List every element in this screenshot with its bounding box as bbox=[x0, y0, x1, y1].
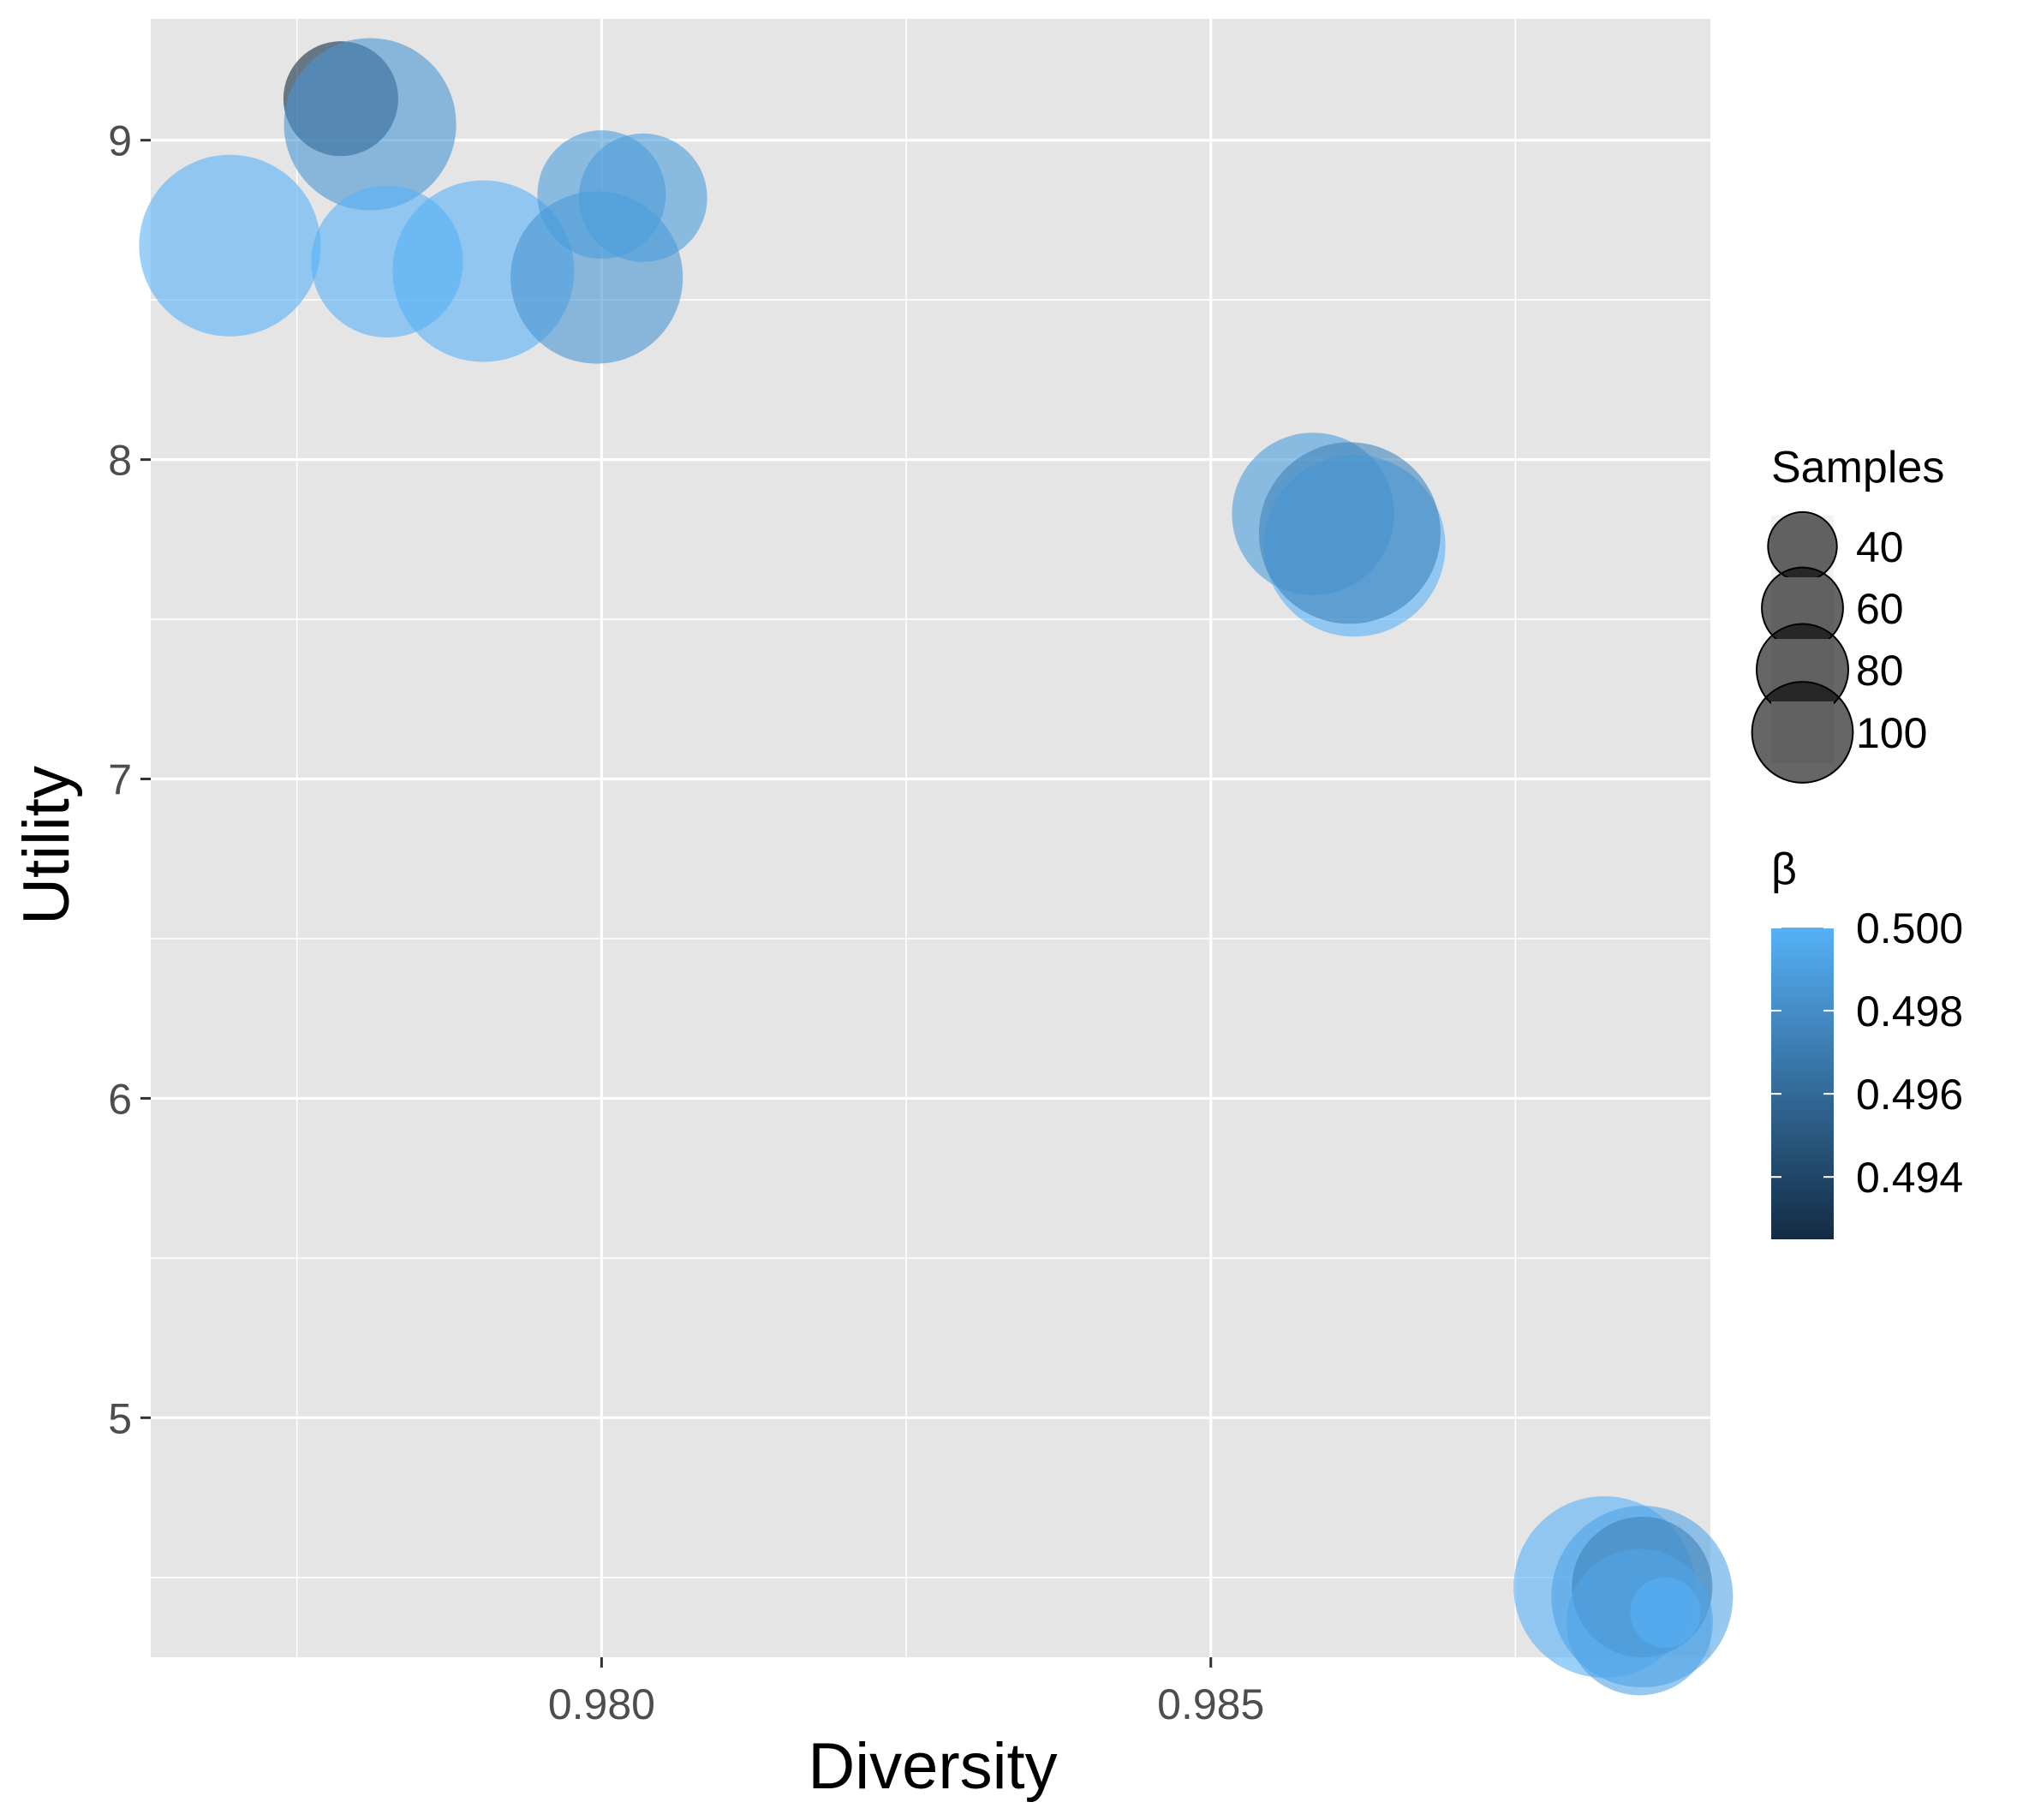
color-key-label: 0.494 bbox=[1856, 1154, 1963, 1202]
data-point bbox=[1258, 442, 1441, 624]
y-axis-title: Utility bbox=[10, 766, 83, 925]
size-key-circle bbox=[1751, 681, 1854, 784]
y-tick-label: 7 bbox=[108, 756, 132, 804]
color-bar bbox=[1771, 928, 1834, 1239]
data-point bbox=[1630, 1577, 1701, 1648]
y-tick-label: 5 bbox=[108, 1394, 132, 1442]
color-legend-title: β bbox=[1771, 844, 1797, 894]
color-key-label: 0.498 bbox=[1856, 988, 1963, 1035]
size-legend-title: Samples bbox=[1771, 443, 1944, 492]
color-legend-keys: 0.494 0.496 0.498 0.500 bbox=[1771, 904, 1963, 1202]
color-key-label: 0.500 bbox=[1856, 904, 1963, 952]
size-legend-keys: 40 60 80 100 bbox=[1751, 510, 1927, 784]
color-key-label: 0.496 bbox=[1856, 1071, 1963, 1119]
x-tick-label: 0.980 bbox=[548, 1680, 655, 1728]
size-key-label: 60 bbox=[1856, 585, 1904, 633]
x-axis: 0.980 0.985 bbox=[548, 1657, 1264, 1728]
color-legend: β 0.494 0.496 0.498 0.500 bbox=[1771, 844, 1963, 1239]
x-axis-title: Diversity bbox=[808, 1730, 1057, 1803]
y-tick-label: 8 bbox=[108, 437, 132, 485]
data-point bbox=[283, 38, 457, 211]
y-tick-label: 9 bbox=[108, 117, 132, 165]
size-key-label: 40 bbox=[1856, 523, 1904, 571]
size-legend: Samples 40 60 80 100 bbox=[1751, 443, 1944, 784]
y-axis: 5 6 7 8 9 bbox=[108, 117, 151, 1442]
data-points bbox=[139, 38, 1734, 1696]
y-tick-label: 6 bbox=[108, 1075, 132, 1123]
data-point bbox=[578, 133, 707, 262]
data-point bbox=[139, 154, 321, 337]
x-tick-label: 0.985 bbox=[1157, 1680, 1264, 1728]
size-key-label: 80 bbox=[1856, 647, 1904, 695]
size-key-label: 100 bbox=[1856, 709, 1927, 757]
